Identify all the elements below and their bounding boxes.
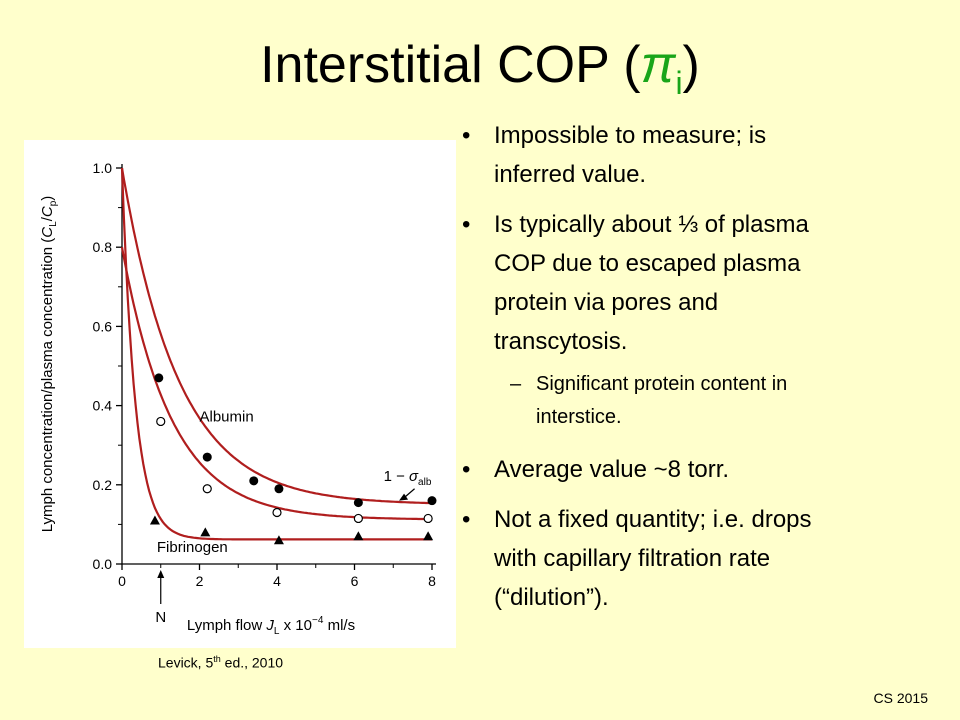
bullet-line: Not a fixed quantity; i.e. drops bbox=[494, 506, 812, 533]
bullet-line: Is typically about ⅓ of plasma bbox=[494, 211, 809, 238]
footer-label: CS 2015 bbox=[873, 690, 928, 706]
citation-sup: th bbox=[213, 654, 221, 664]
x-tick-label: 8 bbox=[428, 573, 436, 589]
albumin-filled-point bbox=[353, 498, 363, 508]
albumin-filled-point bbox=[202, 452, 212, 462]
bullet-dot: • bbox=[462, 211, 471, 238]
label-part: x 10 bbox=[279, 617, 312, 634]
title-subscript: i bbox=[675, 65, 683, 101]
slide-title: Interstitial COP (πi) bbox=[0, 30, 960, 118]
albumin-filled-point bbox=[249, 476, 259, 486]
bullet-item: • Average value ~8 torr. bbox=[460, 450, 930, 489]
curve-upper bbox=[120, 167, 432, 505]
sub-bullet-line: interstice. bbox=[536, 406, 622, 428]
fibrinogen-point bbox=[200, 527, 211, 537]
y-tick-label: 0.6 bbox=[93, 318, 113, 334]
albumin-open-point bbox=[156, 416, 166, 427]
title-text: Interstitial COP ( bbox=[260, 36, 641, 94]
sigma-label: 1 − σalb bbox=[384, 468, 432, 488]
y-tick-label: 0.0 bbox=[93, 556, 113, 572]
fibrinogen-point bbox=[353, 531, 364, 541]
bullet-dot: • bbox=[462, 456, 471, 483]
label-part: p bbox=[48, 200, 59, 206]
y-tick-label: 0.8 bbox=[93, 239, 113, 255]
bullet-line: (“dilution”). bbox=[494, 584, 609, 611]
title-pi-symbol: π bbox=[640, 36, 676, 94]
title-close: ) bbox=[682, 36, 700, 94]
albumin-filled-point bbox=[154, 373, 164, 383]
normal-arrow-head bbox=[157, 570, 165, 578]
albumin-open-point bbox=[353, 513, 363, 524]
albumin-filled-point bbox=[274, 484, 284, 494]
fibrinogen-point bbox=[149, 515, 160, 525]
albumin-open-point bbox=[202, 484, 212, 494]
sub-bullet-item: – Significant protein content in interstic… bbox=[460, 368, 930, 434]
y-tick-label: 0.4 bbox=[93, 398, 113, 414]
albumin-label: Albumin bbox=[200, 408, 254, 425]
label-part: ml/s bbox=[323, 617, 355, 634]
citation-text: Levick, 5 bbox=[158, 654, 214, 671]
sigma-arrow-head bbox=[399, 493, 409, 501]
bullet-item: • Is typically about ⅓ of plasma COP due t… bbox=[460, 205, 930, 361]
bullet-item: • Impossible to measure; is inferred value… bbox=[460, 116, 930, 194]
x-axis-label: Lymph flow JL x 10−4 ml/s bbox=[187, 615, 355, 637]
label-part: ) bbox=[39, 196, 56, 201]
x-tick-label: 0 bbox=[118, 573, 126, 589]
bullet-item: • Not a fixed quantity; i.e. drops with ca… bbox=[460, 500, 930, 617]
label-part: C bbox=[39, 227, 56, 238]
bullet-line: transcytosis. bbox=[494, 328, 628, 355]
label-part: Lymph concentration/plasma concentration… bbox=[39, 238, 56, 533]
sub-bullet-line: Significant protein content in bbox=[536, 373, 788, 395]
lymph-concentration-chart: 0.0 0.2 0.4 0.6 0.8 1.0 0 2 4 6 8 N Albumin Fibrinoge… bbox=[39, 160, 437, 637]
bullet-line: protein via pores and bbox=[494, 289, 719, 316]
bullet-line: with capillary filtration rate bbox=[494, 545, 771, 572]
label-part: alb bbox=[418, 477, 432, 488]
citation: Levick, 5th ed., 2010 bbox=[158, 654, 283, 671]
label-part: 1 − bbox=[384, 468, 409, 485]
citation-rest: ed., 2010 bbox=[220, 654, 284, 671]
fibrinogen-point bbox=[423, 531, 434, 541]
y-tick-label: 0.2 bbox=[93, 477, 113, 493]
fibrinogen-point bbox=[273, 535, 284, 545]
x-tick-label: 6 bbox=[351, 573, 359, 589]
albumin-open-point bbox=[423, 513, 433, 524]
y-tick-label: 1.0 bbox=[93, 160, 113, 176]
albumin-filled-point bbox=[427, 496, 437, 506]
bullet-dot: • bbox=[462, 122, 471, 149]
label-part: L bbox=[274, 626, 280, 637]
y-axis-label: Lymph concentration/plasma concentration… bbox=[39, 196, 59, 533]
chart-panel: 0.0 0.2 0.4 0.6 0.8 1.0 0 2 4 6 8 N Albumin Fibrinoge… bbox=[24, 140, 456, 648]
x-tick-label: 4 bbox=[273, 573, 281, 589]
bullet-dot: • bbox=[462, 506, 471, 533]
label-part: C bbox=[39, 206, 56, 217]
bullet-line: COP due to escaped plasma bbox=[494, 250, 801, 277]
curve-middle bbox=[120, 247, 432, 521]
label-part: L bbox=[48, 221, 59, 227]
label-part: J bbox=[265, 617, 274, 634]
label-part: σ bbox=[409, 468, 419, 485]
normal-label: N bbox=[155, 609, 166, 626]
bullet-list: • Impossible to measure; is inferred value… bbox=[460, 116, 930, 628]
label-part: / bbox=[39, 216, 56, 221]
label-part: Lymph flow bbox=[187, 617, 266, 634]
bullet-line: Average value ~8 torr. bbox=[494, 456, 730, 483]
sub-bullet-dash: – bbox=[510, 373, 522, 395]
bullet-line: Impossible to measure; is bbox=[494, 122, 767, 149]
label-part: −4 bbox=[312, 615, 324, 626]
fibrinogen-label: Fibrinogen bbox=[157, 539, 228, 556]
albumin-open-point bbox=[272, 507, 282, 518]
x-tick-label: 2 bbox=[196, 573, 204, 589]
bullet-line: inferred value. bbox=[494, 161, 647, 188]
